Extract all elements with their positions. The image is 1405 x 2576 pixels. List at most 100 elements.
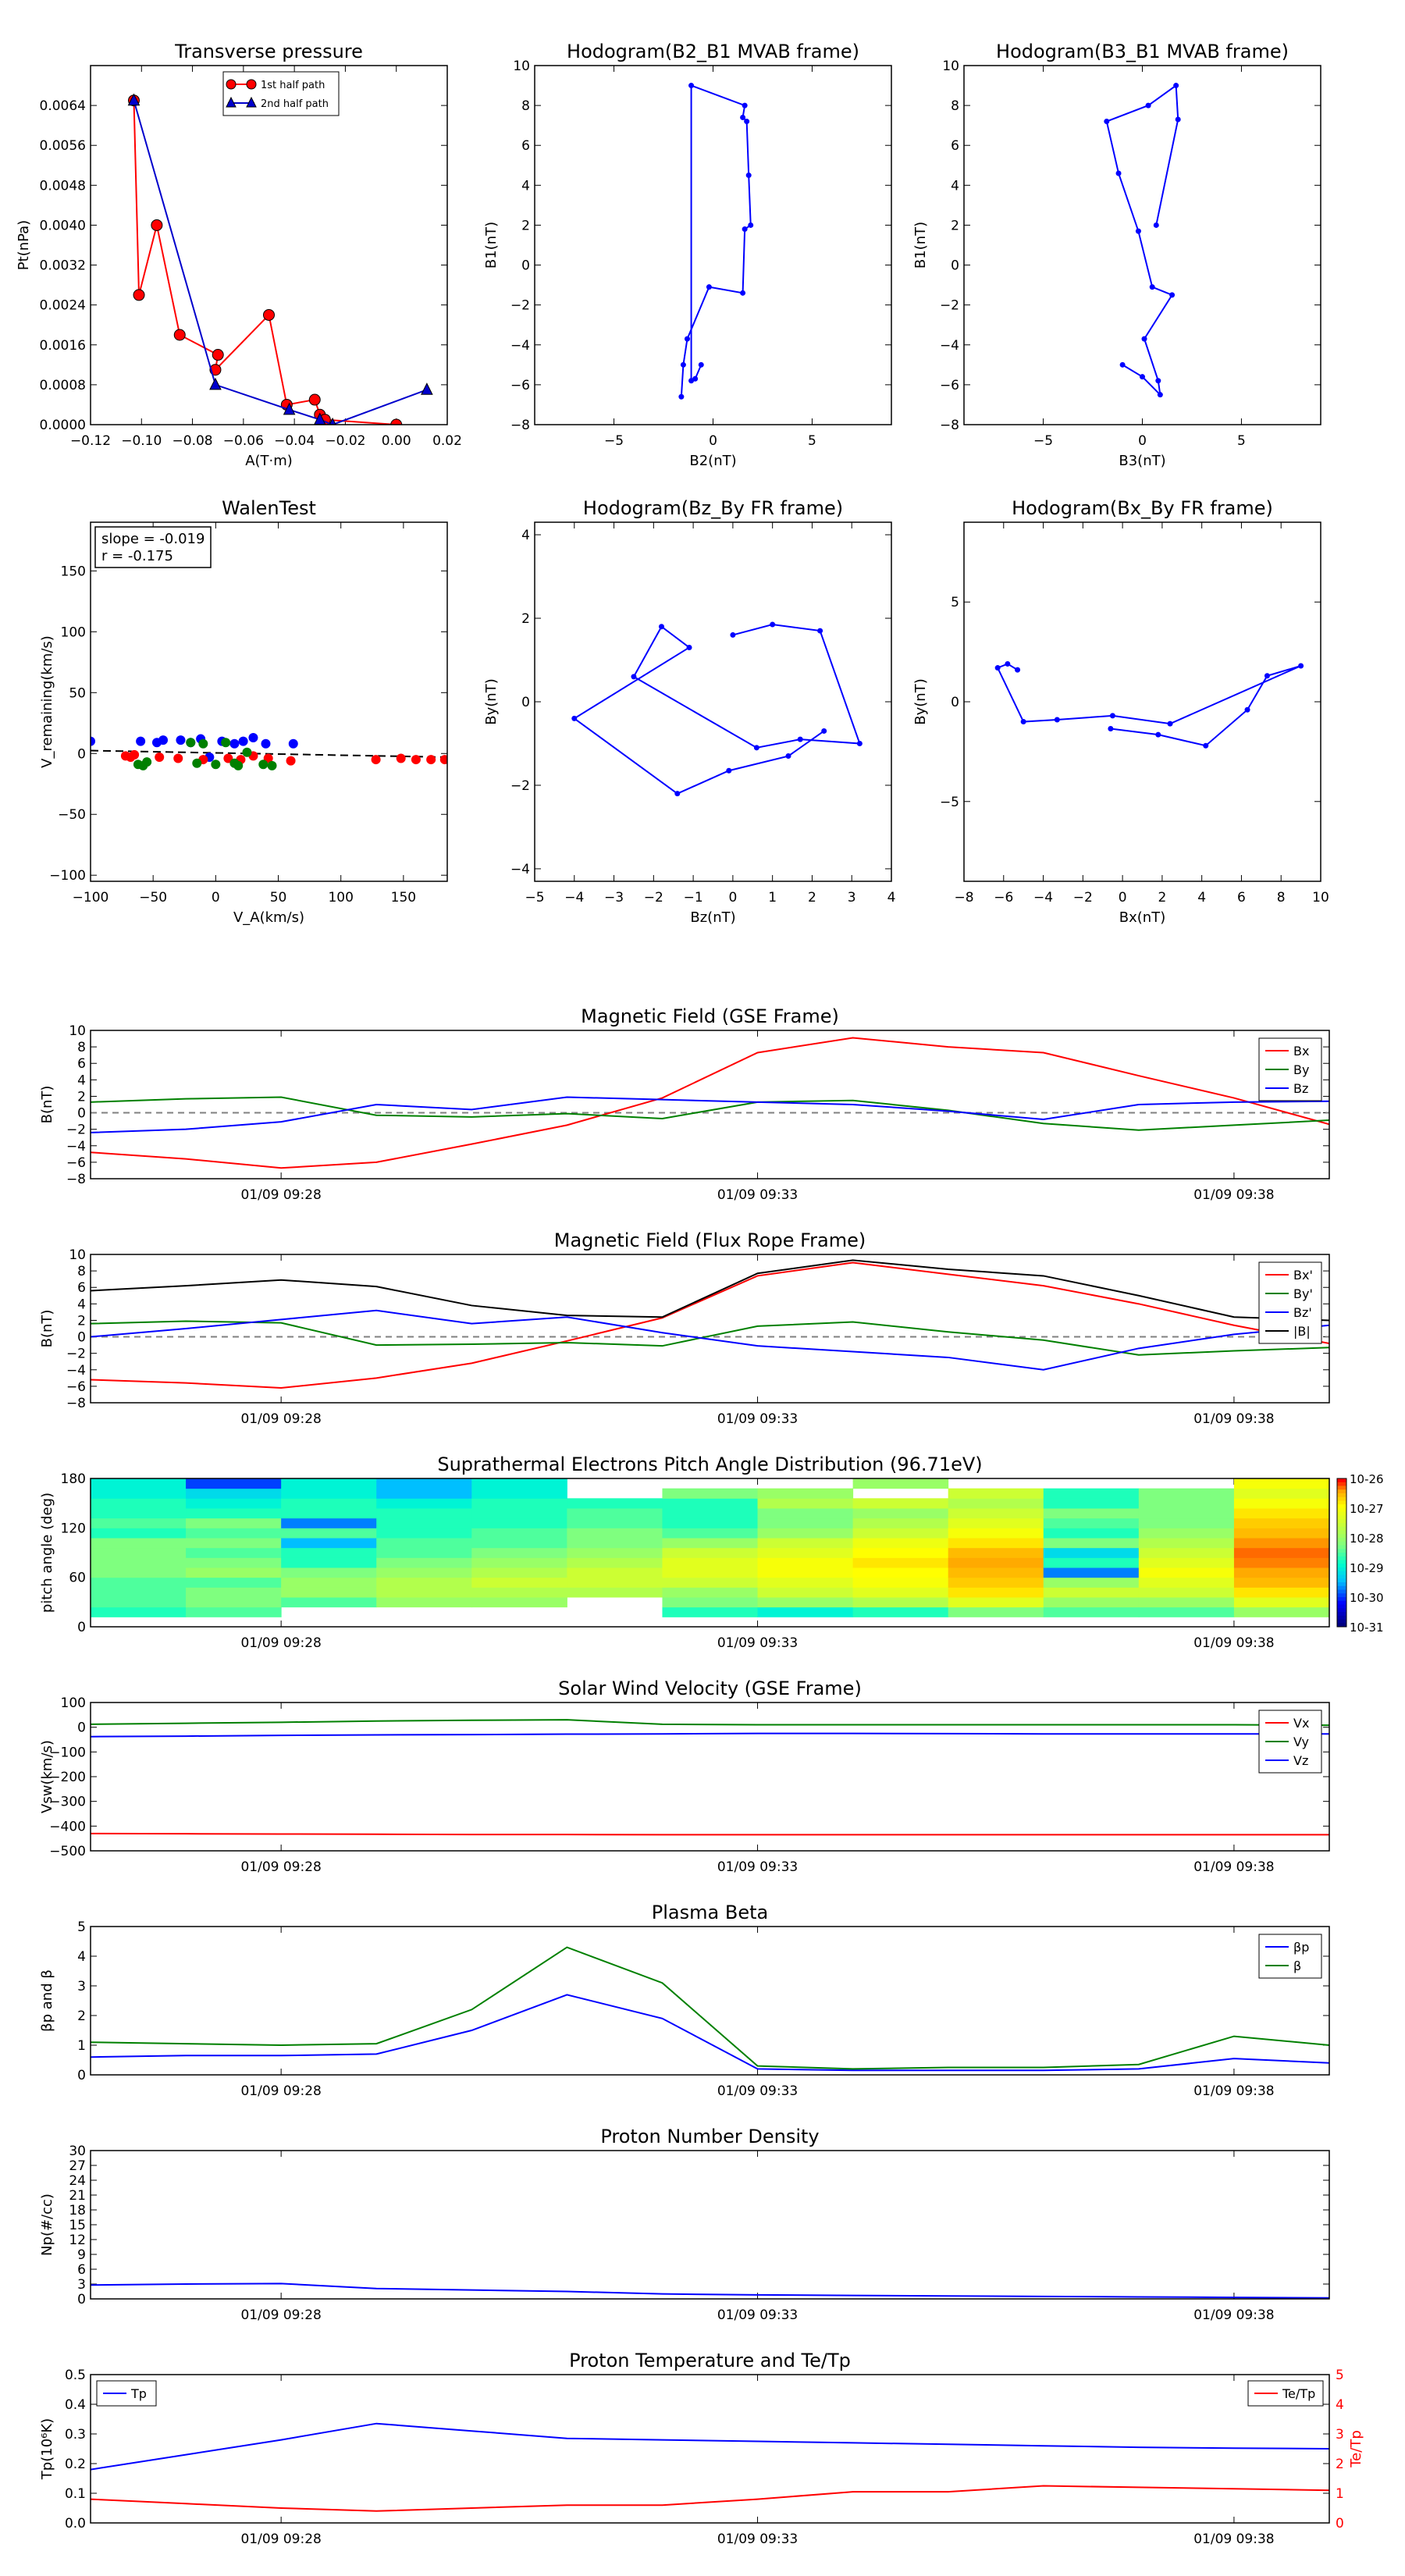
y-tick-label: 2 [77,1313,86,1329]
x-tick-label: 01/09 09:28 [240,2532,321,2547]
y-tick-label: −300 [49,1795,86,1810]
colorbar-segment [1337,1515,1346,1520]
heatmap-cell [757,1538,854,1549]
y-axis-label: B(nT) [39,1086,55,1124]
heatmap-cell [281,1478,377,1489]
plot-frame [963,521,1321,882]
legend-label: Vx [1293,1716,1309,1731]
data-point [742,226,748,233]
x-tick-label: 01/09 09:33 [717,2307,798,2323]
data-point [706,284,712,290]
heatmap-cell [567,1567,663,1578]
heatmap-cell [662,1498,759,1509]
legend-label: Bx' [1293,1268,1313,1283]
y-tick-label: 5 [951,595,959,610]
heatmap-cell [567,1528,663,1539]
chart-hodo_bxby: Hodogram(Bx_By FR frame) −8 −6 −4 −2 0 2 4 6 8 10 −… [912,497,1329,926]
legend: 1st half path 2nd half path [222,71,340,116]
y-tick-label: 180 [61,1471,86,1487]
heatmap-cell [852,1517,949,1528]
data-point [1167,720,1173,727]
series-layer [1104,83,1181,398]
colorbar-frame [1336,1478,1347,1628]
x-tick-label: −1 [684,890,703,906]
heatmap-cell [757,1517,854,1528]
colorbar-segment [1337,1545,1346,1550]
data-point [1109,713,1115,719]
heatmap-cell [852,1538,949,1549]
y-tick-label: 100 [61,624,86,640]
colorbar-label: 10-28 [1350,1532,1384,1546]
y-tick-label: −500 [49,1844,86,1859]
y-tick-label: 0 [77,2292,86,2307]
series-line [133,100,428,425]
y-tick-label: 0 [77,1620,86,1635]
heatmap-cell [91,1567,187,1578]
x-tick-label: 0 [1119,890,1127,906]
data-point [1244,706,1250,713]
heatmap-cell [186,1577,282,1588]
series-layer [994,660,1304,749]
y2-axis-label: Te/Tp [1348,2430,1364,2468]
data-point [817,628,823,634]
data-point [212,349,224,361]
y-tick-label: 3 [77,1979,86,1994]
x-tick-label: 0 [1138,433,1147,449]
y-tick-label: 15 [69,2218,86,2233]
y-axis-label: By(nT) [912,678,929,724]
x-tick-label: 2 [808,890,816,906]
plot-frame [90,2150,1330,2300]
y-tick-label: 10 [942,59,959,74]
heatmap-cell [757,1508,854,1519]
heatmap-cell [852,1587,949,1598]
y-tick-label: 0.0016 [40,338,86,354]
heatmap-cell [567,1547,663,1558]
heatmap-cell [948,1577,1044,1588]
data-point [258,760,269,770]
series-line [91,1719,1329,1727]
y-tick-label: 6 [521,138,530,154]
x-tick-label: −3 [604,890,624,906]
data-point [1005,660,1011,667]
y-tick-label: 21 [69,2188,86,2204]
y-tick-label: 10 [69,1247,86,1263]
data-point [1119,361,1126,368]
y-tick-label: 0.0056 [40,138,86,154]
y-tick-label: 4 [77,1073,86,1088]
x-tick-label: 01/09 09:38 [1193,1411,1274,1427]
colorbar-segment [1337,1519,1346,1524]
heatmap-cell [567,1508,663,1519]
heatmap-cell [662,1587,759,1598]
chart-hodo_b2b1: Hodogram(B2_B1 MVAB frame) −5 0 5 −8 −6 −4 −2 0 2… [483,41,892,469]
data-point [1141,336,1147,342]
colorbar-label: 10-27 [1350,1502,1384,1516]
x-axis-label: B3(nT) [1119,453,1165,469]
y-tick-label: 0.2 [65,2457,86,2472]
legend-label: β [1293,1959,1301,1973]
x-tick-label: −0.06 [223,433,264,449]
heatmap-cell [376,1488,472,1499]
data-point [1157,392,1163,398]
heatmap-cell [757,1498,854,1509]
plot-frame [90,1030,1330,1179]
heatmap-cell [567,1577,663,1588]
heatmap-cell [1233,1498,1330,1509]
heatmap-cell [281,1517,377,1528]
y-tick-label: 12 [69,2233,86,2248]
heatmap-cell [186,1557,282,1568]
heatmap-cell [91,1538,187,1549]
heatmap-cell [662,1508,759,1519]
colorbar-segment [1337,1534,1346,1539]
colorbar-segment [1337,1526,1346,1531]
data-point [308,393,321,406]
heatmap-cell [1233,1538,1330,1549]
x-tick-label: 1 [768,890,777,906]
heatmap-cell [471,1557,567,1568]
series-layer [91,1037,1329,1169]
data-point [797,736,803,742]
heatmap-cell [948,1606,1044,1617]
x-tick-label: 6 [1237,890,1246,906]
colorbar-segment [1337,1585,1346,1590]
heatmap-cell [1043,1557,1140,1568]
legend-label: Vz [1293,1753,1308,1768]
